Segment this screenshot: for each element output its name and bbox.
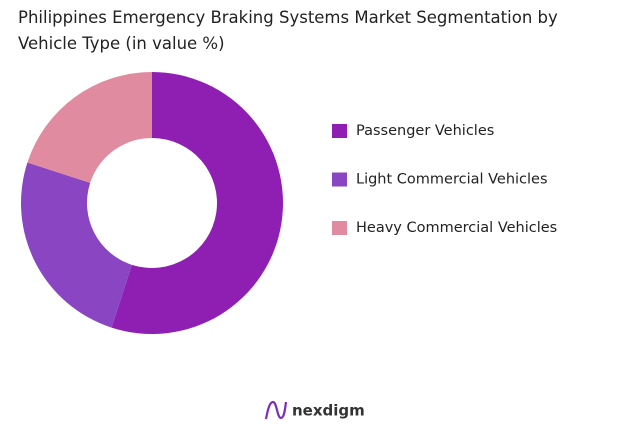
logo-text: nexdigm <box>292 402 365 420</box>
legend-swatch <box>332 172 347 187</box>
legend-label: Heavy Commercial Vehicles <box>356 220 557 236</box>
legend-swatch <box>332 221 347 235</box>
donut-slice <box>20 162 132 328</box>
legend-label: Passenger Vehicles <box>356 123 494 139</box>
legend-swatch <box>332 124 347 138</box>
logo: nexdigm <box>264 400 365 420</box>
title: Philippines Emergency Braking Systems Ma… <box>18 8 558 53</box>
logo-icon <box>264 400 288 420</box>
legend-label: Light Commercial Vehicles <box>356 172 548 188</box>
donut-slice <box>111 72 283 335</box>
donut-slice <box>27 72 152 183</box>
chart-title: Philippines Emergency Braking Systems Ma… <box>18 8 558 53</box>
